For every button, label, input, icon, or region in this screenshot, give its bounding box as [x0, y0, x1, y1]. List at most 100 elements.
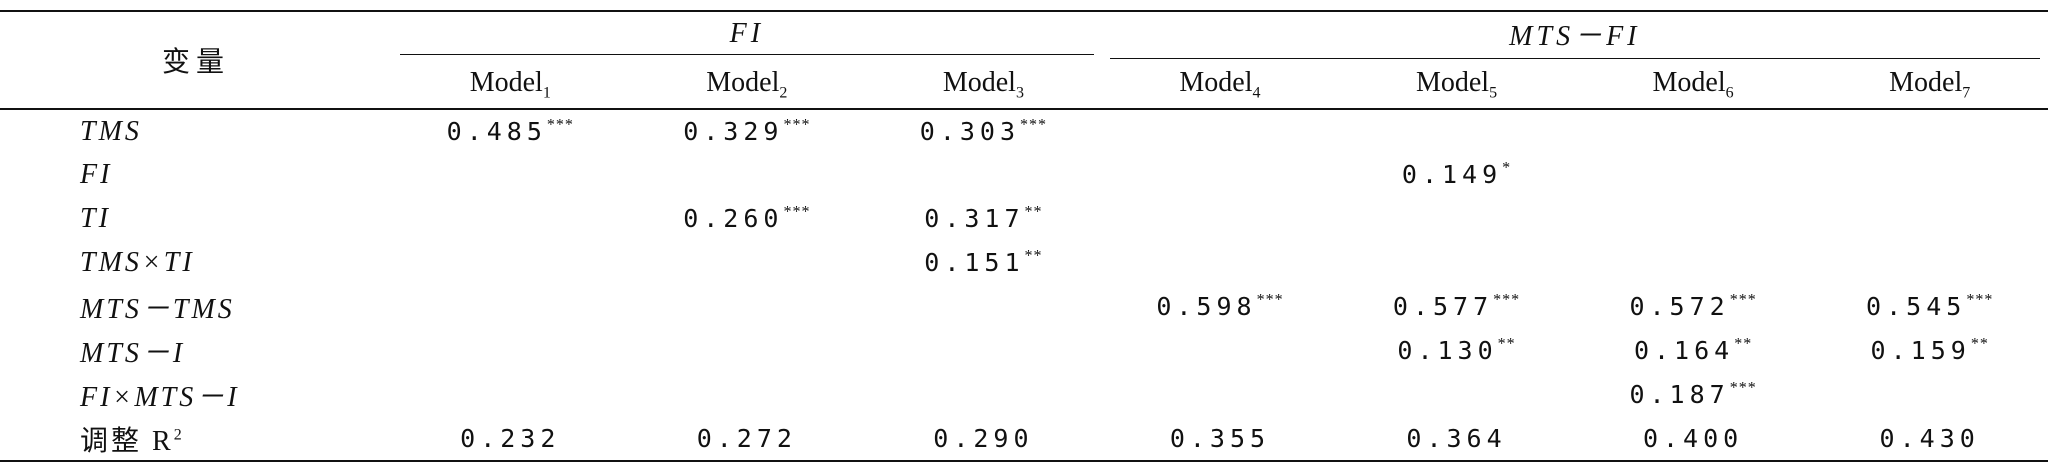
cell: [865, 285, 1102, 329]
header-row: 变量 FI MTS－FI: [0, 11, 2048, 110]
cell: 0.149*: [1338, 153, 1575, 197]
coefficient: 0.290: [933, 423, 1034, 453]
model-name: Model: [1179, 66, 1253, 98]
cell: 0.232: [392, 417, 629, 461]
cell: [1811, 373, 2048, 417]
group-label: MTS－FI: [1109, 14, 2040, 59]
cell: 0.598***: [1102, 285, 1339, 329]
coefficient: 0.545: [1866, 292, 1967, 321]
coefficient: 0.260: [683, 204, 784, 233]
significance: ***: [1966, 291, 1994, 309]
cell: [629, 373, 866, 417]
cell: 0.151**: [865, 241, 1102, 285]
coefficient: 0.130: [1397, 336, 1498, 365]
model-index: 5: [1489, 84, 1498, 102]
cell: 0.303***: [865, 109, 1102, 153]
data-row: FI×MTS－I 0.187***: [0, 373, 2048, 417]
model-index: 7: [1962, 84, 1971, 102]
cell: [865, 329, 1102, 373]
data-row: TMS 0.485*** 0.329*** 0.303***: [0, 109, 2048, 153]
row-label: TMS: [0, 109, 392, 153]
cell: 0.430: [1811, 417, 2048, 461]
row-label: 调整 R2: [0, 417, 392, 461]
cell: [629, 285, 866, 329]
cell: [1338, 241, 1575, 285]
data-row: 调整 R2 0.232 0.272 0.290 0.355 0.364 0.400 0.430: [0, 417, 2048, 461]
cell: [1102, 109, 1339, 153]
cell: 0.577***: [1338, 285, 1575, 329]
cell: [392, 373, 629, 417]
cell: 0.400: [1575, 417, 1812, 461]
coefficient: 0.430: [1879, 423, 1980, 453]
row-label-text: TI: [80, 203, 111, 234]
cell: [629, 241, 866, 285]
cell: 0.272: [629, 417, 866, 461]
cell: 0.187***: [1575, 373, 1812, 417]
cell: [1575, 197, 1812, 241]
significance: **: [1024, 203, 1043, 221]
table-body: 变量 FI MTS－FI Model1 Model2 Model3 Model4 Model5…: [0, 11, 2048, 461]
coefficient: 0.577: [1392, 292, 1494, 321]
model-name: Model: [706, 66, 780, 98]
variable-header: 变量: [0, 11, 392, 110]
coefficient: 0.303: [919, 116, 1021, 146]
row-label-text: MTS－TMS: [80, 294, 235, 325]
cell: [1102, 241, 1339, 285]
model-header: Model5: [1338, 61, 1575, 110]
row-label: FI: [0, 153, 392, 197]
coefficient: 0.572: [1629, 292, 1730, 321]
model-index: 1: [542, 84, 551, 102]
cell: [392, 153, 629, 197]
model-name: Model: [1889, 66, 1963, 98]
row-label-text: TMS×TI: [80, 247, 195, 278]
cell: 0.130**: [1338, 329, 1575, 373]
cell: [1338, 373, 1575, 417]
model-index: 3: [1015, 84, 1024, 102]
cell: 0.329***: [629, 109, 866, 153]
data-row: MTS－TMS 0.598*** 0.577*** 0.572*** 0.545***: [0, 285, 2048, 329]
coefficient: 0.159: [1870, 336, 1971, 365]
significance: ***: [1493, 291, 1521, 309]
significance: **: [1970, 335, 1989, 353]
coefficient: 0.355: [1169, 423, 1271, 453]
cell: [1575, 153, 1812, 197]
model-header: Model3: [865, 61, 1102, 110]
cell: [1811, 153, 2048, 197]
model-header: Model1: [392, 61, 629, 110]
row-label-text: TMS: [80, 115, 142, 147]
model-index: 2: [779, 84, 788, 102]
cell: 0.260***: [629, 197, 866, 241]
significance: **: [1497, 335, 1516, 353]
model-header: Model6: [1574, 61, 1812, 110]
group-label: FI: [400, 18, 1094, 55]
cell: 0.545***: [1811, 285, 2048, 329]
model-header: Model7: [1811, 61, 2048, 110]
model-row: Model1 Model2 Model3 Model4 Model5 Model6 Mode…: [0, 61, 2048, 110]
row-label: FI×MTS－I: [0, 373, 392, 417]
coefficient: 0.232: [460, 423, 561, 453]
row-label-sup: 2: [173, 426, 183, 444]
cell: 0.159**: [1811, 329, 2048, 373]
row-label-text: FI: [80, 159, 113, 190]
cell: [1338, 197, 1575, 241]
coefficient: 0.598: [1156, 292, 1257, 321]
significance: ***: [1729, 291, 1757, 309]
cell: [1102, 373, 1339, 417]
row-label-text: MTS－I: [80, 338, 186, 369]
coefficient: 0.187: [1629, 380, 1730, 409]
cell: 0.290: [865, 417, 1102, 461]
coefficient: 0.329: [683, 116, 784, 146]
cell: 0.364: [1338, 417, 1575, 461]
coefficient: 0.485: [446, 116, 547, 146]
row-label: MTS－TMS: [0, 285, 392, 329]
coefficient: 0.164: [1633, 336, 1735, 365]
cell: [392, 241, 629, 285]
cell: 0.485***: [392, 109, 629, 153]
significance: **: [1024, 247, 1043, 265]
significance: ***: [783, 203, 811, 221]
cell: [1338, 109, 1575, 153]
significance: ***: [1020, 116, 1048, 134]
data-row: TI 0.260*** 0.317**: [0, 197, 2048, 241]
row-label-text: 调整 R: [80, 425, 174, 457]
